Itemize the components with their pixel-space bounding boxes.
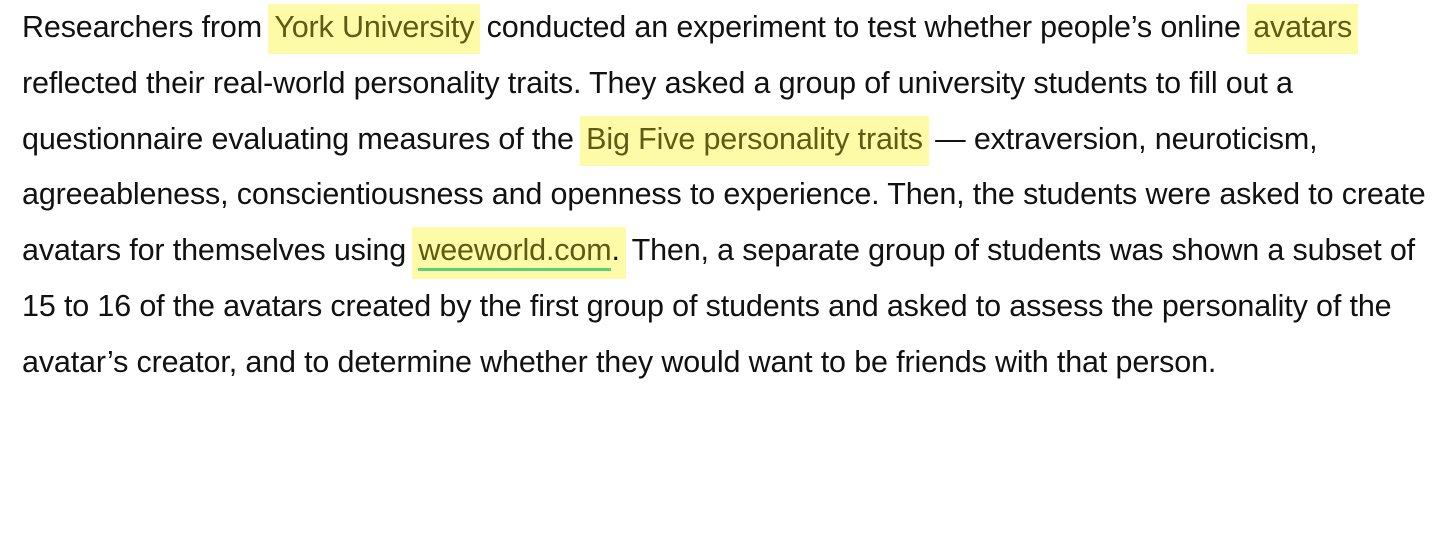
text-run: Researchers from [22, 10, 271, 44]
weeworld-link[interactable]: weeworld.com [418, 233, 612, 272]
highlight-big-five-personality-traits[interactable]: Big Five personality traits [580, 115, 929, 166]
article-body: Researchers from York University conduct… [22, 0, 1432, 391]
text-run: Then, a separate group of students was s… [22, 233, 1415, 379]
text-run: — extraversion, neuroticism, agreeablene… [22, 121, 1426, 268]
text-run: . [611, 233, 620, 268]
highlight-york-university[interactable]: York University [268, 4, 481, 54]
text-run: reflected their real-world personality t… [22, 65, 1293, 156]
article-paragraph: Researchers from York University conduct… [22, 0, 1432, 391]
text-run: conducted an experiment to test whether … [478, 10, 1250, 44]
highlight-avatars[interactable]: avatars [1247, 4, 1359, 54]
link-highlight-wrap: weeworld.com. [412, 227, 626, 280]
